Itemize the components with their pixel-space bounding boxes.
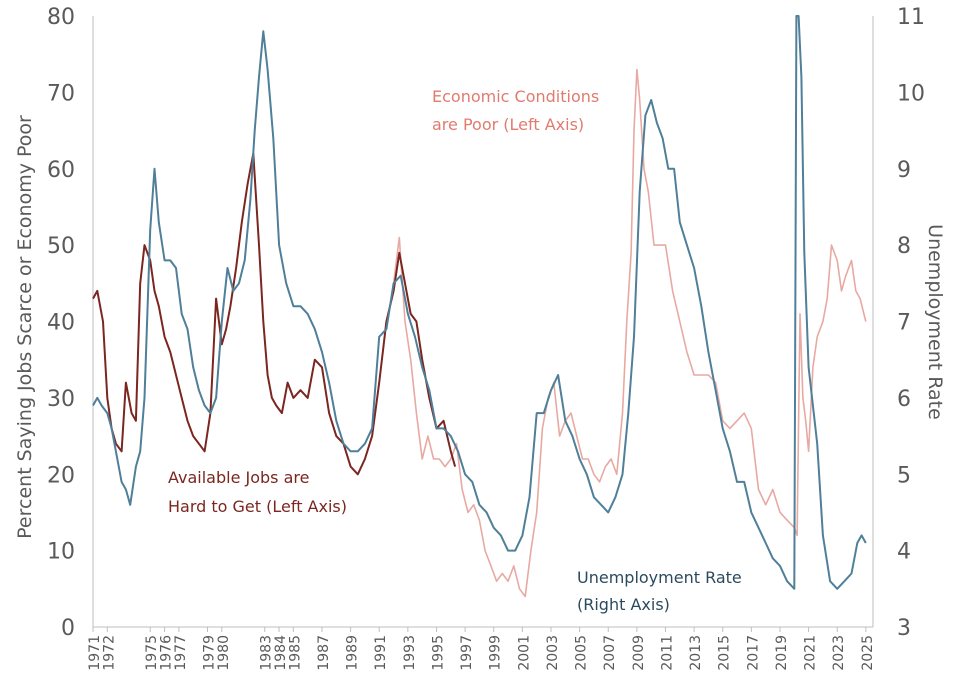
x-tick-label: 1987 xyxy=(316,635,332,671)
x-tick-label: 1980 xyxy=(216,635,232,671)
annotation-jobs-line1: Available Jobs are xyxy=(168,468,309,487)
x-tick-label: 1985 xyxy=(287,635,303,671)
y-axis-left-label: Percent Saying Jobs Scarce or Economy Po… xyxy=(14,115,36,539)
y-axis-left-ticks: 0 10 20 30 40 50 60 70 80 xyxy=(47,5,75,641)
y-left-tick-label: 60 xyxy=(47,158,75,183)
x-tick-label: 1971 xyxy=(87,635,103,671)
y-left-tick-label: 0 xyxy=(61,616,75,641)
annotation-econ: Economic Conditions are Poor (Left Axis) xyxy=(432,87,599,134)
y-right-tick-label: 7 xyxy=(897,311,911,336)
x-tick-label: 2009 xyxy=(631,635,647,671)
annotation-econ-line2: are Poor (Left Axis) xyxy=(432,115,584,134)
y-right-tick-label: 5 xyxy=(897,463,911,488)
y-left-tick-label: 30 xyxy=(47,387,75,412)
x-tick-label: 1995 xyxy=(430,635,446,671)
x-tick-label: 1979 xyxy=(201,635,217,671)
y-axis-right-ticks: 3 4 5 6 7 8 9 10 11 xyxy=(897,5,925,641)
x-tick-label: 2015 xyxy=(717,635,733,671)
y-right-tick-label: 9 xyxy=(897,158,911,183)
series-line-unemployment-rate xyxy=(92,15,867,590)
x-tick-label: 2001 xyxy=(516,635,532,671)
y-left-tick-label: 40 xyxy=(47,311,75,336)
x-tick-label: 1976 xyxy=(159,635,175,671)
x-tick-label: 2011 xyxy=(659,635,675,671)
y-left-tick-label: 70 xyxy=(47,81,75,106)
x-tick-label: 1983 xyxy=(259,635,275,671)
annotation-unemp-line2: (Right Axis) xyxy=(577,595,670,614)
x-tick-label: 2023 xyxy=(831,635,847,671)
annotation-jobs-line2: Hard to Get (Left Axis) xyxy=(168,497,347,516)
annotation-unemp-line1: Unemployment Rate xyxy=(577,568,742,587)
axes-group xyxy=(92,16,874,628)
y-right-tick-label: 11 xyxy=(897,5,925,30)
x-tick-label: 2013 xyxy=(688,635,704,671)
x-tick-label: 2005 xyxy=(574,635,590,671)
x-tick-label: 2021 xyxy=(803,635,819,671)
annotation-econ-line1: Economic Conditions xyxy=(432,87,599,106)
y-right-tick-label: 8 xyxy=(897,234,911,259)
annotation-jobs: Available Jobs are Hard to Get (Left Axi… xyxy=(168,468,347,516)
x-tick-label: 2003 xyxy=(545,635,561,671)
x-tick-label: 2025 xyxy=(860,635,876,671)
y-left-tick-label: 80 xyxy=(47,5,75,30)
x-tick-label: 2007 xyxy=(602,635,618,671)
x-tick-label: 1977 xyxy=(173,635,189,671)
x-tick-label: 1991 xyxy=(373,635,389,671)
y-right-tick-label: 6 xyxy=(897,387,911,412)
y-left-tick-label: 50 xyxy=(47,234,75,259)
y-axis-right-label: Unemployment Rate xyxy=(924,224,946,420)
y-right-tick-label: 10 xyxy=(897,81,925,106)
x-tick-label: 2019 xyxy=(774,635,790,671)
annotation-unemp: Unemployment Rate (Right Axis) xyxy=(577,568,742,614)
y-right-tick-label: 4 xyxy=(897,540,911,565)
y-left-tick-label: 10 xyxy=(47,540,75,565)
x-tick-label: 1975 xyxy=(144,635,160,671)
series-group xyxy=(92,15,867,598)
x-tick-label: 1997 xyxy=(459,635,475,671)
y-left-tick-label: 20 xyxy=(47,463,75,488)
x-tick-label: 2017 xyxy=(745,635,761,671)
x-tick-label: 1984 xyxy=(273,635,289,671)
series-line-economic-conditions-are-poor xyxy=(392,68,867,598)
x-tick-label: 1999 xyxy=(488,635,504,671)
x-tick-label: 1972 xyxy=(101,635,117,671)
x-tick-label: 1993 xyxy=(402,635,418,671)
x-tick-label: 1989 xyxy=(345,635,361,671)
y-right-tick-label: 3 xyxy=(897,616,911,641)
